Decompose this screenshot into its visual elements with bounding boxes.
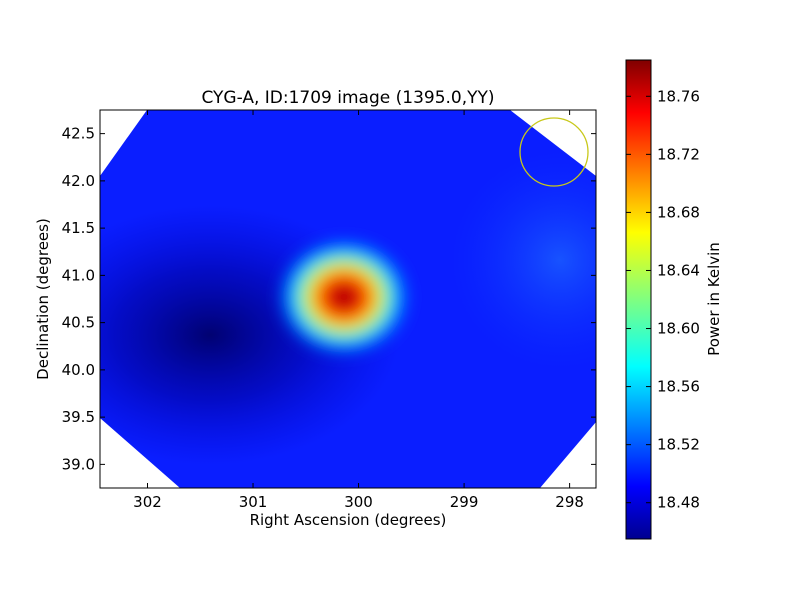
x-axis-ticks: 302 301 300 299 298 — [133, 110, 584, 511]
x-tick-label: 302 — [133, 493, 162, 511]
x-axis-label: Right Ascension (degrees) — [250, 511, 447, 529]
y-tick-label: 39.0 — [62, 455, 95, 473]
colorbar-tick-label: 18.76 — [657, 87, 700, 105]
x-tick-label: 298 — [555, 493, 584, 511]
sky-footprint — [100, 110, 596, 488]
colorbar-tick-label: 18.64 — [657, 261, 700, 279]
colorbar-tick-label: 18.48 — [657, 494, 700, 512]
colorbar-tick-label: 18.60 — [657, 320, 700, 338]
colorbar-label: Power in Kelvin — [705, 242, 723, 356]
beam-circle — [519, 117, 589, 187]
chart-title: CYG-A, ID:1709 image (1395.0,YY) — [201, 88, 494, 108]
y-tick-label: 40.5 — [62, 314, 95, 332]
y-tick-label: 41.0 — [62, 266, 95, 284]
colorbar-ticks: 18.48 18.52 18.56 18.60 18.64 18.68 18.72 18.76 — [626, 87, 700, 512]
colorbar-tick-label: 18.52 — [657, 436, 700, 454]
y-tick-label: 42.5 — [62, 125, 95, 143]
x-tick-label: 301 — [239, 493, 268, 511]
colorbar-tick-label: 18.68 — [657, 203, 700, 221]
y-tick-label: 39.5 — [62, 408, 95, 426]
y-axis-label: Declination (degrees) — [34, 218, 52, 380]
plot-frame — [99, 109, 597, 489]
colorbar-fill — [625, 59, 652, 540]
colorbar: 18.48 18.52 18.56 18.60 18.64 18.68 18.72 18.76… — [625, 59, 723, 540]
bright-region — [450, 150, 596, 370]
x-tick-label: 300 — [344, 493, 373, 511]
colorbar-tick-label: 18.56 — [657, 378, 700, 396]
y-axis-ticks: 39.0 39.5 40.0 40.5 41.0 41.5 42.0 42.5 — [62, 125, 596, 473]
y-tick-label: 41.5 — [62, 219, 95, 237]
cyg-a-source — [276, 237, 412, 357]
y-tick-label: 40.0 — [62, 361, 95, 379]
x-tick-label: 299 — [450, 493, 479, 511]
colorbar-tick-label: 18.72 — [657, 145, 700, 163]
plot-area — [100, 110, 596, 488]
y-tick-label: 42.0 — [62, 172, 95, 190]
